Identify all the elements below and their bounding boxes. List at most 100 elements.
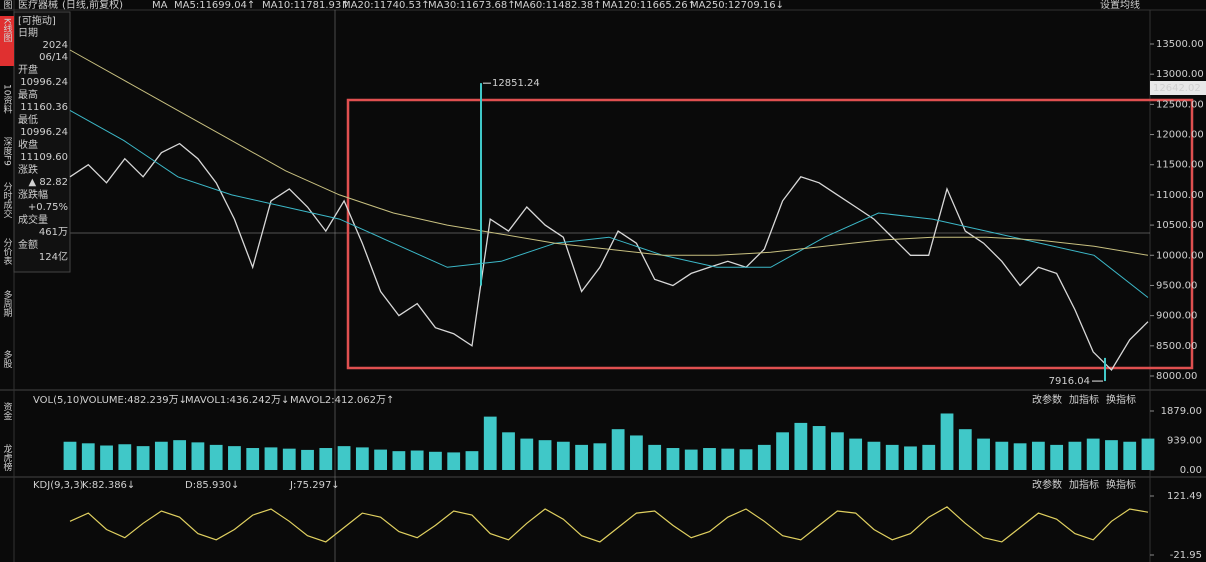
y-tick-label: 9500.00 bbox=[1156, 280, 1197, 291]
volume-bar bbox=[739, 449, 753, 470]
panel-button[interactable]: 换指标 bbox=[1106, 393, 1136, 406]
volume-bar bbox=[1013, 443, 1027, 470]
volume-bar bbox=[1031, 441, 1045, 470]
info-panel bbox=[13, 11, 71, 273]
volume-bar bbox=[630, 435, 643, 470]
tab-active bbox=[0, 16, 14, 66]
ma-value: MA10:11781.93↑ bbox=[262, 0, 350, 11]
volume-bar bbox=[173, 440, 187, 470]
price-line bbox=[69, 49, 1149, 256]
panel-button[interactable]: 加指标 bbox=[1069, 478, 1099, 491]
y-tick-label: 10500.00 bbox=[1156, 220, 1204, 231]
info-value: ▲ 82.82 bbox=[29, 177, 69, 188]
tab[interactable]: 分价表 bbox=[2, 238, 13, 266]
cursor-box bbox=[1150, 81, 1206, 95]
y-tick-label: 121.49 bbox=[1167, 491, 1202, 502]
volume-bar bbox=[337, 446, 351, 470]
volume-bar bbox=[794, 422, 808, 470]
subtitle: (日线,前复权) bbox=[62, 0, 123, 11]
panel-label: D:85.930↓ bbox=[185, 480, 239, 491]
volume-bar bbox=[502, 432, 515, 470]
volume-bar bbox=[556, 441, 570, 470]
volume-bar bbox=[812, 426, 826, 470]
tab[interactable]: 多股 bbox=[2, 349, 13, 369]
title: 医疗器械 bbox=[18, 0, 58, 11]
y-tick-label: 8500.00 bbox=[1156, 341, 1197, 352]
volume-bar bbox=[282, 448, 296, 470]
y-tick-label: -21.95 bbox=[1170, 550, 1202, 561]
panel-label: MAVOL1:436.242万↓ bbox=[185, 395, 289, 406]
volume-bar bbox=[355, 447, 369, 470]
volume-bar bbox=[1141, 438, 1155, 470]
volume-bar bbox=[776, 432, 789, 470]
volume-bar bbox=[136, 446, 150, 470]
info-value: 124亿 bbox=[39, 250, 68, 263]
volume-bar bbox=[575, 444, 588, 470]
tab[interactable]: 资金 bbox=[2, 402, 13, 420]
y-tick-label: 13500.00 bbox=[1156, 39, 1204, 50]
tab[interactable]: 10资料 bbox=[2, 84, 13, 114]
panel-label: VOLUME:482.239万↓ bbox=[82, 395, 187, 406]
panel-button[interactable]: 改参数 bbox=[1032, 478, 1062, 491]
volume-bar bbox=[483, 416, 497, 470]
tab[interactable]: 深度F9 bbox=[2, 137, 13, 166]
volume-bar bbox=[611, 429, 625, 470]
volume-bar bbox=[995, 441, 1009, 470]
info-label: 收盘 bbox=[18, 138, 38, 151]
volume-bar bbox=[849, 438, 863, 470]
info-value: 10996.24 bbox=[20, 127, 68, 138]
panel-label: J:75.297↓ bbox=[289, 480, 340, 491]
y-tick-label: 1879.00 bbox=[1161, 406, 1202, 417]
tab[interactable]: K线图 bbox=[2, 18, 13, 43]
volume-bar bbox=[1068, 441, 1082, 470]
volume-bar bbox=[264, 447, 278, 470]
panel-label: KDJ(9,3,3) bbox=[33, 480, 84, 491]
settings-button[interactable]: 设置均线 bbox=[1100, 0, 1140, 11]
volume-bar bbox=[922, 444, 936, 470]
ma-value: MA30:11673.68↑ bbox=[428, 0, 516, 11]
highlight-box bbox=[346, 98, 1194, 370]
volume-bar bbox=[940, 413, 954, 470]
panel-label: MAVOL2:412.062万↑ bbox=[290, 395, 394, 406]
volume-bar bbox=[867, 441, 881, 470]
panel-button[interactable]: 换指标 bbox=[1106, 478, 1136, 491]
info-label: 最高 bbox=[18, 88, 38, 101]
panel-label: VOL(5,10) bbox=[33, 395, 83, 406]
low-label: 7916.04 bbox=[1049, 376, 1090, 387]
tab[interactable]: 多周期 bbox=[2, 289, 13, 318]
volume-bar bbox=[977, 438, 990, 470]
volume-bar bbox=[191, 442, 205, 470]
volume-bar bbox=[154, 441, 168, 470]
volume-bar bbox=[319, 448, 333, 470]
tab[interactable]: 分时成交 bbox=[2, 182, 13, 219]
volume-bar bbox=[593, 443, 607, 470]
volume-bar bbox=[429, 451, 442, 470]
info-value: 11109.60 bbox=[20, 152, 68, 163]
ma-value: MA5:11699.04↑ bbox=[174, 0, 255, 11]
ma-value: MA20:11740.53↑ bbox=[342, 0, 430, 11]
tab[interactable]: 龙虎榜 bbox=[2, 443, 13, 472]
y-tick-label: 11000.00 bbox=[1156, 190, 1204, 201]
volume-bar bbox=[228, 446, 241, 470]
y-tick-label: 11500.00 bbox=[1156, 160, 1204, 171]
volume-bar bbox=[118, 444, 132, 470]
y-tick-label: 8000.00 bbox=[1156, 371, 1197, 382]
volume-bar bbox=[538, 440, 552, 470]
info-label: 日期 bbox=[18, 27, 38, 39]
volume-bar bbox=[374, 449, 388, 470]
volume-bar bbox=[830, 432, 844, 470]
volume-bar bbox=[1105, 440, 1118, 470]
tab[interactable]: 图 bbox=[2, 0, 13, 10]
volume-bar bbox=[648, 444, 662, 470]
panel-button[interactable]: 加指标 bbox=[1069, 393, 1099, 406]
volume-bar bbox=[904, 446, 917, 470]
ma-label: MA bbox=[152, 0, 168, 11]
volume-bar bbox=[666, 448, 680, 470]
volume-bar bbox=[885, 444, 899, 470]
info-label: 成交量 bbox=[18, 213, 48, 226]
panel-button[interactable]: 改参数 bbox=[1032, 393, 1062, 406]
info-value: 11160.36 bbox=[20, 102, 68, 113]
info-value: 06/14 bbox=[39, 52, 68, 63]
volume-bar bbox=[100, 445, 113, 470]
